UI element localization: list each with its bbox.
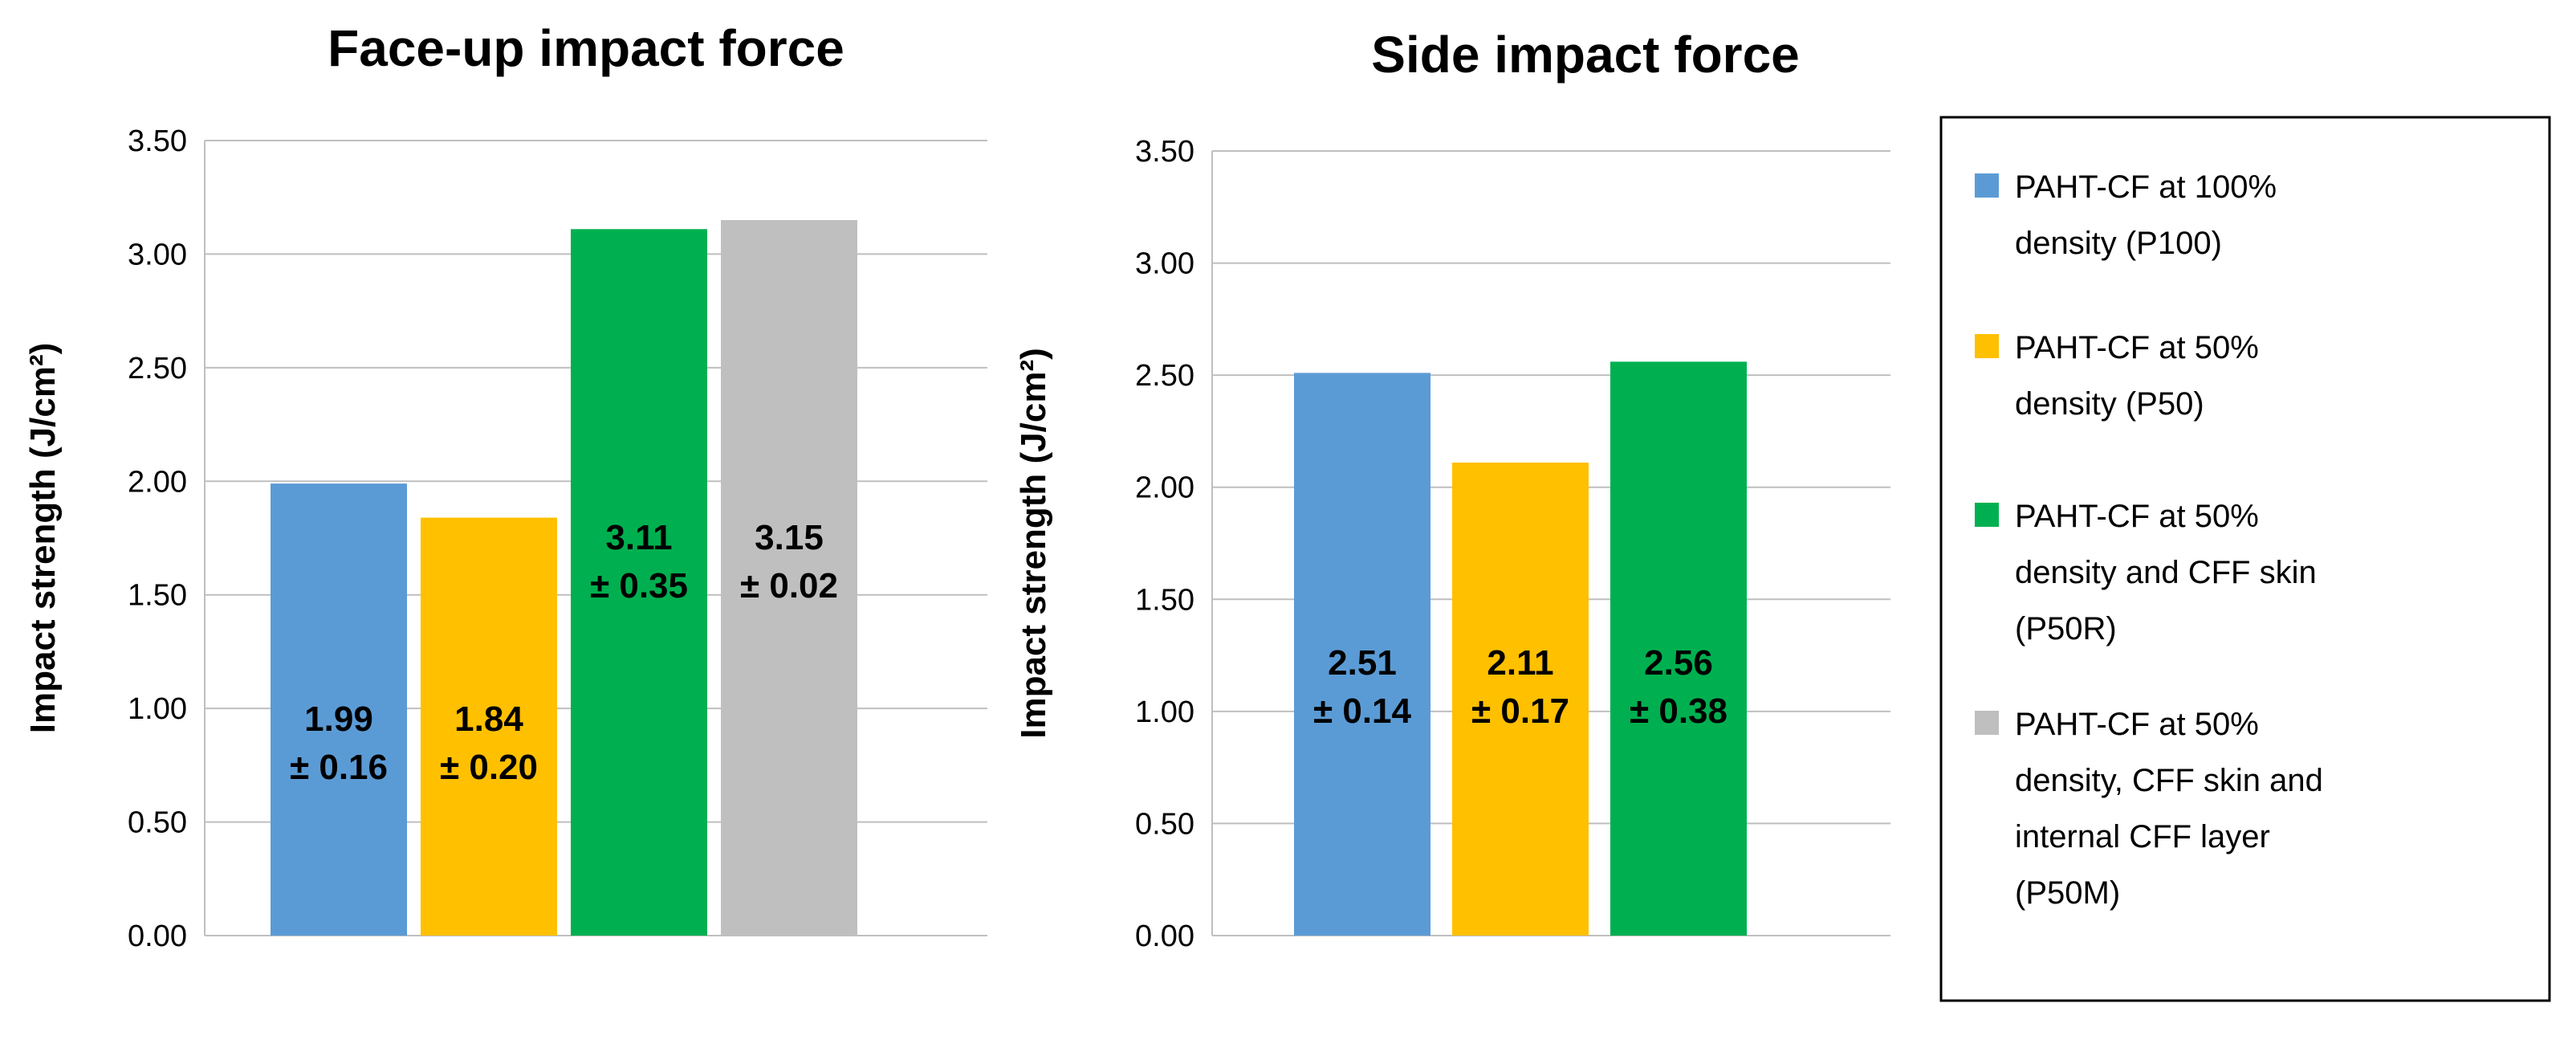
data-label-value: 2.51	[1328, 643, 1397, 683]
legend-label-p50: PAHT-CF at 50%	[2015, 330, 2259, 365]
data-label-sd: ± 0.02	[740, 566, 838, 606]
y-tick-label: 3.00	[128, 238, 187, 271]
legend-swatch-p50m	[1975, 711, 1999, 735]
data-label-sd: ± 0.17	[1471, 691, 1569, 731]
legend-label-p50r: PAHT-CF at 50%	[2015, 499, 2259, 534]
legend-label-p100: PAHT-CF at 100%	[2015, 169, 2277, 205]
chart-side: Side impact force 0.00 0.50 1.00 1.50 2.00 2.5…	[1014, 26, 1890, 953]
y-tick-label: 0.50	[128, 806, 187, 840]
data-label-value: 1.84	[454, 699, 523, 739]
data-label-sd: ± 0.35	[590, 566, 688, 606]
legend-label-p100: density (P100)	[2015, 226, 2222, 261]
y-axis-label: Impact strength (J/cm²)	[23, 343, 63, 734]
data-label-value: 3.11	[605, 518, 672, 557]
data-label-sd: ± 0.14	[1313, 691, 1412, 731]
legend-swatch-p50	[1975, 334, 1999, 358]
chart-title: Side impact force	[1371, 26, 1800, 84]
y-tick-label: 1.50	[1135, 583, 1194, 617]
data-label-sd: ± 0.20	[440, 748, 538, 787]
data-label-sd: ± 0.16	[290, 748, 388, 787]
y-tick-label: 0.00	[1135, 920, 1194, 953]
bar-p50r	[1610, 361, 1747, 936]
bar-p50	[421, 517, 557, 936]
legend-label-p50m: density, CFF skin and	[2015, 763, 2323, 798]
bar-p100	[1294, 373, 1430, 936]
bar-p50r	[571, 229, 707, 936]
y-tick-label: 1.00	[1135, 695, 1194, 729]
y-tick-label: 0.50	[1135, 807, 1194, 841]
data-label-value: 1.99	[304, 699, 373, 739]
y-tick-label: 2.50	[1135, 359, 1194, 393]
legend-box	[1939, 116, 2551, 1002]
legend-label-p50m: PAHT-CF at 50%	[2015, 707, 2259, 742]
chart-face-up: Face-up impact force 0.00 0.50 1.00 1.50 2.00…	[23, 19, 987, 953]
legend-label-p50m: internal CFF layer	[2015, 819, 2270, 854]
legend-swatch-p50r	[1975, 503, 1999, 527]
bar-p100	[271, 483, 407, 936]
y-tick-label: 0.00	[128, 920, 187, 953]
legend-label-p50r: (P50R)	[2015, 611, 2117, 646]
y-tick-label: 1.00	[128, 692, 187, 726]
y-axis-label: Impact strength (J/cm²)	[1014, 348, 1053, 739]
data-label-value: 2.11	[1487, 643, 1553, 683]
bar-p50m	[721, 220, 857, 936]
legend: PAHT-CF at 100% density (P100) PAHT-CF at …	[1939, 116, 2551, 1002]
y-tick-label: 1.50	[128, 579, 187, 613]
legend-swatch-p100	[1975, 173, 1999, 198]
y-tick-label: 3.50	[1135, 135, 1194, 169]
y-tick-label: 3.00	[1135, 247, 1194, 281]
legend-label-p50r: density and CFF skin	[2015, 555, 2317, 590]
data-label-sd: ± 0.38	[1630, 691, 1728, 731]
y-tick-label: 2.50	[128, 352, 187, 385]
y-tick-label: 2.00	[1135, 471, 1194, 505]
legend-label-p50m: (P50M)	[2015, 875, 2120, 911]
bar-p50	[1452, 463, 1589, 936]
y-tick-label: 2.00	[128, 465, 187, 499]
data-label-value: 3.15	[755, 518, 824, 557]
chart-title: Face-up impact force	[328, 19, 844, 77]
legend-label-p50: density (P50)	[2015, 386, 2204, 422]
y-tick-label: 3.50	[128, 124, 187, 158]
data-label-value: 2.56	[1644, 643, 1713, 683]
